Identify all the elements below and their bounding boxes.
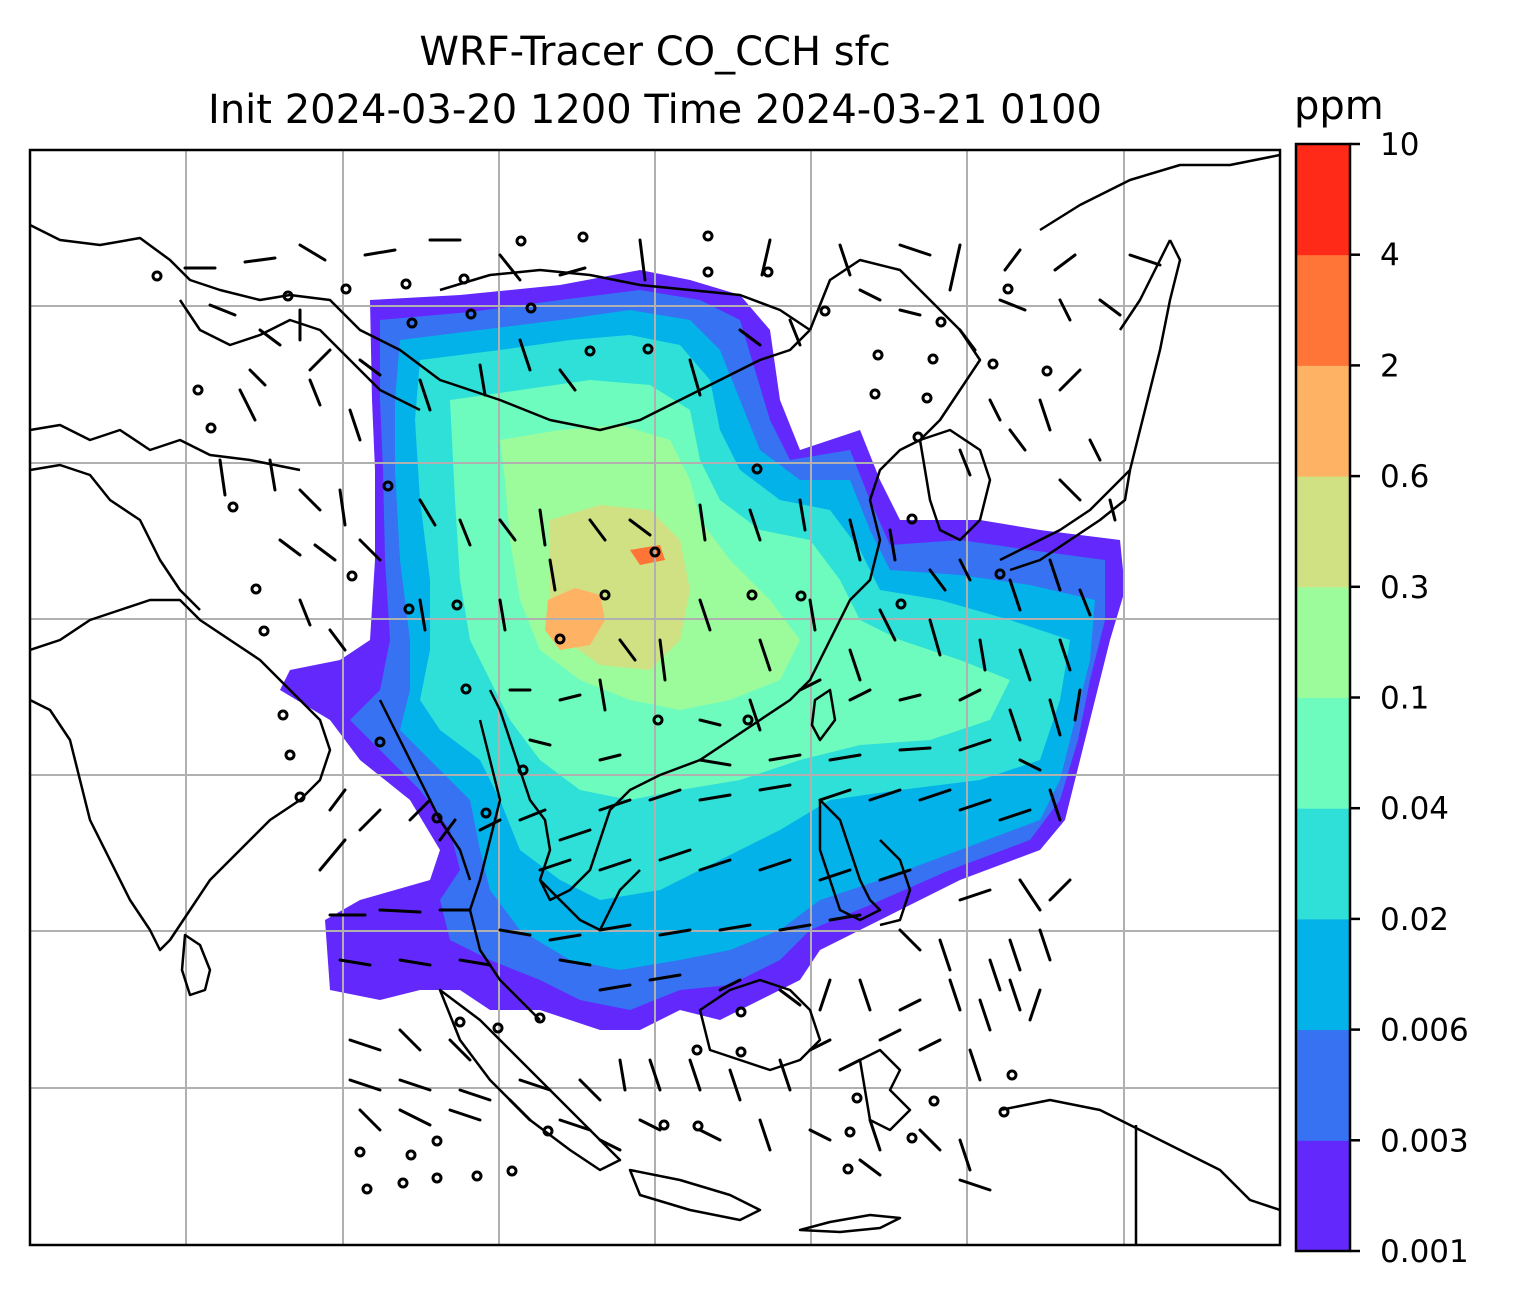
colorbar-segment [1296,586,1350,698]
colorbar-tick-label: 4 [1380,238,1400,274]
colorbar-segment [1296,365,1350,477]
colorbar-tick-label: 0.1 [1380,681,1429,717]
colorbar-tick-label: 0.04 [1380,791,1449,827]
coastlines [30,153,1280,1245]
colorbar-units: ppm [1294,83,1384,129]
colorbar-segment [1296,808,1350,920]
colorbar-segment [1296,697,1350,809]
colorbar-tick-label: 2 [1380,348,1400,384]
calm-wind-markers [151,230,1053,1195]
map-title-line2: Init 2024-03-20 1200 Time 2024-03-21 010… [208,87,1102,133]
colorbar-tick-label: 0.003 [1380,1123,1469,1159]
map-title-line1: WRF-Tracer CO_CCH sfc [419,29,891,75]
colorbar-tick-label: 0.006 [1380,1013,1469,1049]
colorbar-tick-label: 0.3 [1380,570,1429,606]
map-frame [28,148,1282,1247]
colorbar-segment [1296,254,1350,366]
colorbar-tick-label: 0.001 [1380,1234,1469,1270]
colorbar-tick-label: 10 [1380,127,1419,163]
colorbar-segment [1296,1140,1350,1252]
wind-barbs [183,238,1162,1192]
colorbar-segment [1296,144,1350,256]
colorbar-tick-label: 0.6 [1380,459,1429,495]
colorbar-segment [1296,1029,1350,1141]
map-panel [30,150,1280,1245]
colorbar-tick-label: 0.02 [1380,902,1449,938]
colorbar: 0.001 0.003 0.006 0.02 0.04 0.1 0.3 0.6 2 4 10 [1294,127,1469,1270]
colorbar-segment [1296,918,1350,1031]
colorbar-segment [1296,476,1350,588]
